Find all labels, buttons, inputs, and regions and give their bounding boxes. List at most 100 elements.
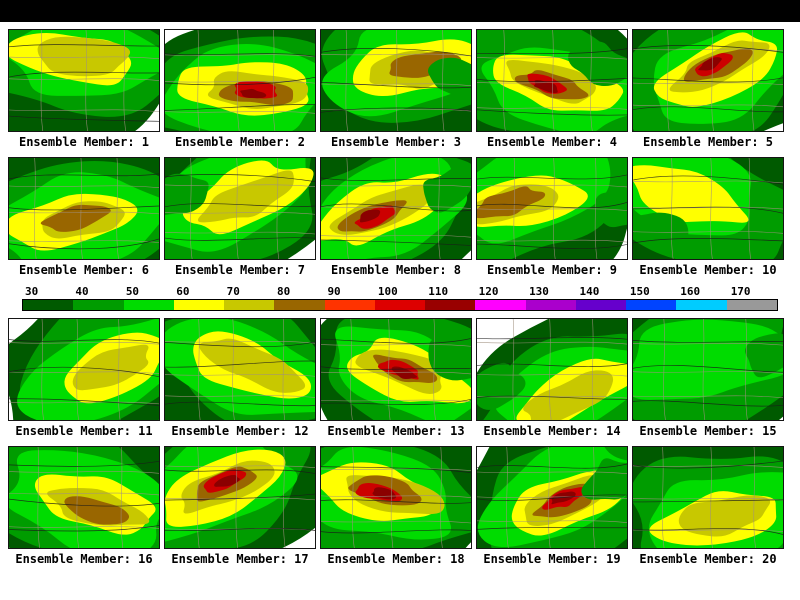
title-bar: 500mb Isotachs (kts) | Geopotential Heig… (0, 0, 800, 22)
panel-caption: Ensemble Member: 14 (483, 424, 621, 438)
color-scale-segment (525, 300, 576, 310)
ensemble-panel: Ensemble Member: 5 (632, 29, 784, 150)
isotach-map (320, 446, 472, 549)
ensemble-panel: Ensemble Member: 14 (476, 318, 628, 439)
ensemble-panel: Ensemble Member: 20 (632, 446, 784, 567)
isotach-map (8, 157, 160, 260)
isotach-map (632, 446, 784, 549)
ensemble-panel: Ensemble Member: 16 (8, 446, 160, 567)
panel-caption: Ensemble Member: 6 (18, 263, 150, 277)
panel-caption: Ensemble Member: 8 (330, 263, 462, 277)
panel-caption: Ensemble Member: 5 (642, 135, 774, 149)
isotach-map (476, 29, 628, 132)
color-scale-label: 50 (125, 285, 140, 298)
panel-caption: Ensemble Member: 7 (174, 263, 306, 277)
ensemble-panel: Ensemble Member: 12 (164, 318, 316, 439)
color-scale-segment (324, 300, 375, 310)
color-scale-label: 140 (579, 285, 600, 298)
color-scale-segment (274, 300, 325, 310)
ensemble-panel: Ensemble Member: 7 (164, 157, 316, 278)
isotach-map (8, 446, 160, 549)
ensemble-panel: Ensemble Member: 13 (320, 318, 472, 439)
isotach-map (164, 29, 316, 132)
ensemble-panel: Ensemble Member: 6 (8, 157, 160, 278)
panel-caption: Ensemble Member: 4 (486, 135, 618, 149)
isotach-map (164, 157, 316, 260)
color-scale-segment (575, 300, 627, 310)
isotach-map (164, 446, 316, 549)
panel-caption: Ensemble Member: 15 (639, 424, 777, 438)
ensemble-panel: Ensemble Member: 11 (8, 318, 160, 439)
color-scale-segment (374, 300, 426, 310)
color-scale-segment (73, 300, 124, 310)
color-scale: 30 40 50 60 70 80 90 100 110 120 130 140 150 160 170 (22, 285, 778, 311)
color-scale-segment (626, 300, 677, 310)
isotach-map (320, 157, 472, 260)
color-scale-segment (475, 300, 526, 310)
panel-caption: Ensemble Member: 10 (639, 263, 777, 277)
isotach-map (8, 29, 160, 132)
panel-caption: Ensemble Member: 13 (327, 424, 465, 438)
ensemble-grid-top: Ensemble Member: 1 Ensemble Member: 2 En… (0, 29, 800, 278)
ensemble-panel: Ensemble Member: 4 (476, 29, 628, 150)
ensemble-panel: Ensemble Member: 18 (320, 446, 472, 567)
panel-caption: Ensemble Member: 19 (483, 552, 621, 566)
ensemble-panel: Ensemble Member: 19 (476, 446, 628, 567)
ensemble-panel: Ensemble Member: 15 (632, 318, 784, 439)
isotach-map (632, 157, 784, 260)
isotach-map (320, 318, 472, 421)
color-scale-segment (123, 300, 174, 310)
isotach-map (8, 318, 160, 421)
color-scale-label: 150 (629, 285, 650, 298)
ensemble-row: Ensemble Member: 1 Ensemble Member: 2 En… (8, 29, 792, 150)
panel-caption: Ensemble Member: 17 (171, 552, 309, 566)
color-scale-label: 70 (226, 285, 240, 298)
panel-caption: Ensemble Member: 20 (639, 552, 777, 566)
color-scale-label: 160 (680, 285, 701, 298)
panel-caption: Ensemble Member: 11 (15, 424, 153, 438)
color-scale-segment (726, 300, 777, 310)
panel-caption: Ensemble Member: 1 (18, 135, 150, 149)
color-scale-segment (676, 300, 727, 310)
ensemble-panel: Ensemble Member: 9 (476, 157, 628, 278)
ensemble-row: Ensemble Member: 16 Ensemble Member: 17 … (8, 446, 792, 567)
color-scale-label: 60 (176, 285, 190, 298)
ensemble-panel: Ensemble Member: 10 (632, 157, 784, 278)
color-scale-bar (22, 299, 778, 311)
ensemble-panel: Ensemble Member: 3 (320, 29, 472, 150)
isotach-map (632, 318, 784, 421)
isotach-map (476, 446, 628, 549)
ensemble-panel: Ensemble Member: 2 (164, 29, 316, 150)
panel-caption: Ensemble Member: 9 (486, 263, 618, 277)
color-scale-label: 90 (327, 285, 341, 298)
color-scale-label: 130 (529, 285, 549, 298)
ensemble-grid-bottom: Ensemble Member: 11 Ensemble Member: 12 … (0, 318, 800, 567)
ensemble-panel: Ensemble Member: 17 (164, 446, 316, 567)
color-scale-label: 120 (478, 285, 499, 298)
color-scale-label: 40 (75, 285, 89, 298)
isotach-map (164, 318, 316, 421)
isotach-map (476, 157, 628, 260)
panel-caption: Ensemble Member: 2 (174, 135, 306, 149)
panel-caption: Ensemble Member: 18 (327, 552, 465, 566)
isotach-map (476, 318, 628, 421)
ensemble-panel: Ensemble Member: 8 (320, 157, 472, 278)
isotach-map (320, 29, 472, 132)
color-scale-segment (425, 300, 476, 310)
color-scale-label: 110 (428, 285, 449, 298)
color-scale-label: 170 (730, 285, 751, 298)
color-scale-segment (224, 300, 275, 310)
color-scale-segment (23, 300, 74, 310)
panel-caption: Ensemble Member: 3 (330, 135, 462, 149)
ensemble-row: Ensemble Member: 6 Ensemble Member: 7 En… (8, 157, 792, 278)
ensemble-row: Ensemble Member: 11 Ensemble Member: 12 … (8, 318, 792, 439)
panel-caption: Ensemble Member: 16 (15, 552, 153, 566)
color-scale-label: 30 (25, 285, 39, 298)
color-scale-label: 100 (377, 285, 398, 298)
color-scale-labels: 30 40 50 60 70 80 90 100 110 120 130 140 150 160 170 (22, 285, 778, 298)
ensemble-panel: Ensemble Member: 1 (8, 29, 160, 150)
color-scale-segment (173, 300, 225, 310)
isotach-map (632, 29, 784, 132)
color-scale-label: 80 (277, 285, 291, 298)
